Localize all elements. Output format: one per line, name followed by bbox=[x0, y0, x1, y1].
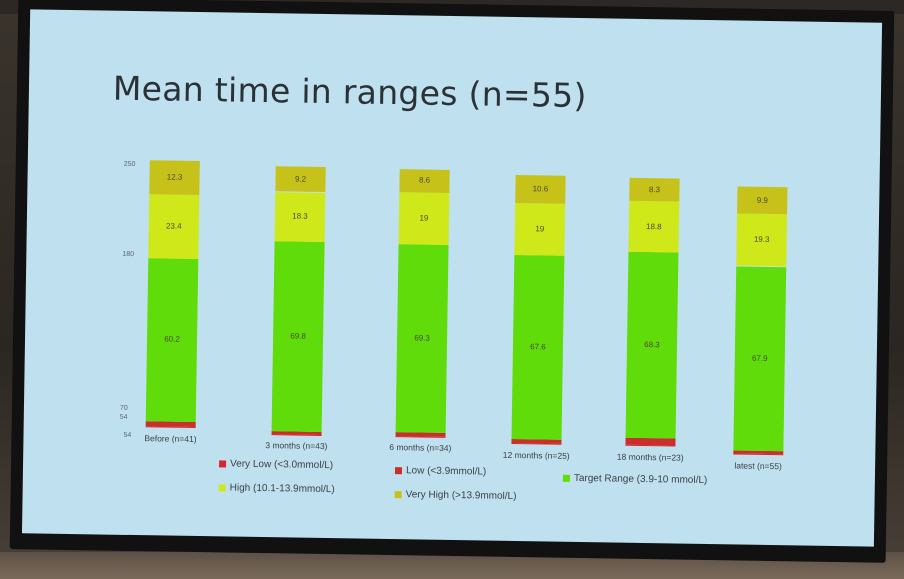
data-label: 19 bbox=[535, 224, 545, 234]
legend-label: High (10.1-13.9mmol/L) bbox=[229, 482, 335, 496]
bar-segment bbox=[625, 437, 676, 446]
data-label: 67.6 bbox=[530, 342, 546, 352]
legend-item: Low (<3.9mmol/L) bbox=[394, 465, 487, 478]
legend-item: Very High (>13.9mmol/L) bbox=[394, 489, 517, 503]
x-tick-label: 18 months (n=23) bbox=[616, 451, 684, 463]
data-label: 19.3 bbox=[753, 234, 770, 245]
data-label: 68.3 bbox=[644, 340, 660, 350]
data-label: 23.4 bbox=[165, 221, 182, 231]
bar-segment bbox=[511, 438, 562, 444]
legend-swatch bbox=[219, 460, 227, 468]
data-label: 67.9 bbox=[751, 353, 768, 363]
legend-item: Very Low (<3.0mmol/L) bbox=[219, 458, 333, 471]
legend-item: High (10.1-13.9mmol/L) bbox=[218, 482, 335, 496]
legend-swatch bbox=[218, 484, 226, 492]
data-label: 18.3 bbox=[292, 211, 308, 222]
data-label: 12.3 bbox=[166, 172, 183, 182]
data-label: 9.9 bbox=[756, 195, 768, 205]
x-tick-label: 12 months (n=25) bbox=[502, 449, 570, 461]
y-tick-label: 250 bbox=[123, 160, 136, 169]
projected-slide: Mean time in ranges (n=55) 250 180 70 54 54 6… bbox=[21, 9, 883, 547]
data-label: 19 bbox=[419, 213, 429, 223]
x-tick-label: 6 months (n=34) bbox=[389, 442, 452, 454]
legend-label: Very Low (<3.0mmol/L) bbox=[229, 458, 334, 472]
data-label: 60.2 bbox=[164, 334, 180, 345]
data-label: 8.6 bbox=[418, 175, 431, 186]
x-tick-label: latest (n=55) bbox=[734, 460, 782, 472]
x-tick-label: Before (n=41) bbox=[144, 433, 197, 445]
legend-swatch bbox=[562, 474, 570, 482]
data-label: 69.3 bbox=[414, 333, 430, 343]
data-label: 18.8 bbox=[646, 221, 662, 231]
slide-title: Mean time in ranges (n=55) bbox=[112, 68, 587, 116]
stacked-bar-chart: 250 180 70 54 54 60.2 23.4 12.3 Before (n=41) 69.… bbox=[30, 9, 882, 471]
x-tick-label: 3 months (n=43) bbox=[265, 440, 328, 452]
y-tick-label: 180 bbox=[122, 250, 135, 259]
data-label: 8.3 bbox=[648, 184, 661, 194]
legend-swatch bbox=[394, 467, 403, 475]
legend-label: Very High (>13.9mmol/L) bbox=[405, 489, 517, 503]
data-label: 69.8 bbox=[290, 331, 306, 341]
data-label: 9.2 bbox=[294, 174, 307, 184]
legend-item: Target Range (3.9-10 mmol/L) bbox=[562, 472, 708, 487]
bar-segment bbox=[145, 421, 196, 427]
legend-swatch bbox=[394, 491, 402, 499]
y-tick-label: 70 bbox=[119, 404, 128, 412]
data-label: 10.6 bbox=[532, 184, 549, 194]
legend-label: Target Range (3.9-10 mmol/L) bbox=[573, 472, 708, 487]
y-tick-label: 54 bbox=[119, 413, 128, 421]
legend-label: Low (<3.9mmol/L) bbox=[405, 465, 487, 478]
chart-legend: Very Low (<3.0mmol/L) Low (<3.9mmol/L) Tar… bbox=[30, 9, 882, 502]
projector-screen-frame: Mean time in ranges (n=55) 250 180 70 54 54 6… bbox=[9, 0, 895, 563]
